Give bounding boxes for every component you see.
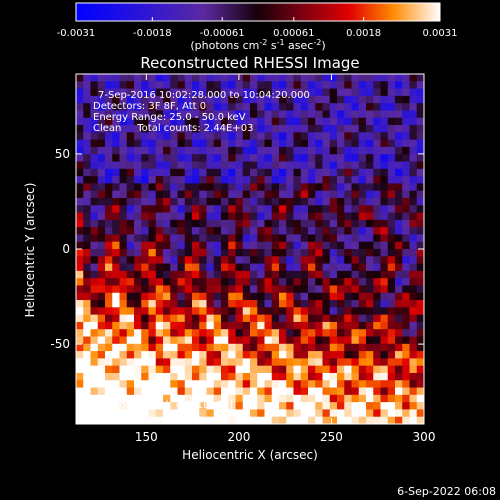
colorbar-units: (photons cm-2 s-1 asec-2) <box>190 38 325 52</box>
y-axis-ticks: 50 0 -50 <box>50 147 424 351</box>
colorbar-tick-label: 0.0031 <box>423 28 458 39</box>
x-axis-ticks: 150 200 250 300 <box>135 74 436 444</box>
x-tick-label: 300 <box>413 430 436 444</box>
colorbar <box>75 2 441 22</box>
footer-date: 6-Sep-2022 06:08 <box>397 485 496 498</box>
y-axis-label: Heliocentric Y (arcsec) <box>23 183 37 318</box>
colorbar-ticks: -0.0031 -0.0018 -0.00061 0.00061 0.0018 0.003… <box>57 17 458 39</box>
y-tick-label: 50 <box>55 147 70 161</box>
colorbar-tick-label: -0.0031 <box>57 28 96 39</box>
colorbar-tick-label: 0.00061 <box>273 28 314 39</box>
y-tick-label: -50 <box>50 337 70 351</box>
x-tick-label: 200 <box>227 430 250 444</box>
chart-title: Reconstructed RHESSI Image <box>140 54 359 72</box>
annotation-clean: Clean Total counts: 2.44E+03 <box>93 123 253 134</box>
colorbar-tick-label: 0.0018 <box>346 28 381 39</box>
x-tick-label: 150 <box>135 430 158 444</box>
annotation-detectors: Detectors: 3F 8F, Att 0 <box>93 101 206 112</box>
heatmap-cells <box>76 74 424 424</box>
x-axis-label: Heliocentric X (arcsec) <box>182 448 318 462</box>
y-tick-label: 0 <box>62 242 70 256</box>
annotation-energy: Energy Range: 25.0 - 50.0 keV <box>93 112 246 123</box>
annotation-time: 7-Sep-2016 10:02:28.000 to 10:04:20.000 <box>98 90 310 101</box>
peak-position-label: Position of Peak = [118,-28] <box>93 400 233 411</box>
x-tick-label: 250 <box>320 430 343 444</box>
colorbar-tick-label: -0.00061 <box>200 28 245 39</box>
annotation-block: 7-Sep-2016 10:02:28.000 to 10:04:20.000 … <box>93 90 310 134</box>
colorbar-tick-label: -0.0018 <box>133 28 172 39</box>
